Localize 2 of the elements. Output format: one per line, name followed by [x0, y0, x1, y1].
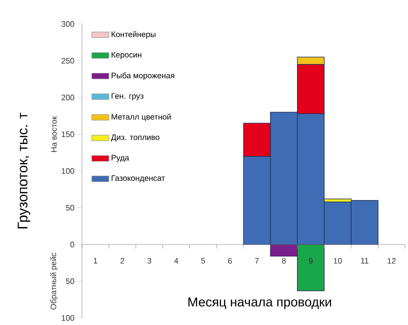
- x-axis-title: Месяц начала проводки: [188, 298, 332, 310]
- y-axis-title: Грузопоток, тыс. т: [18, 112, 30, 228]
